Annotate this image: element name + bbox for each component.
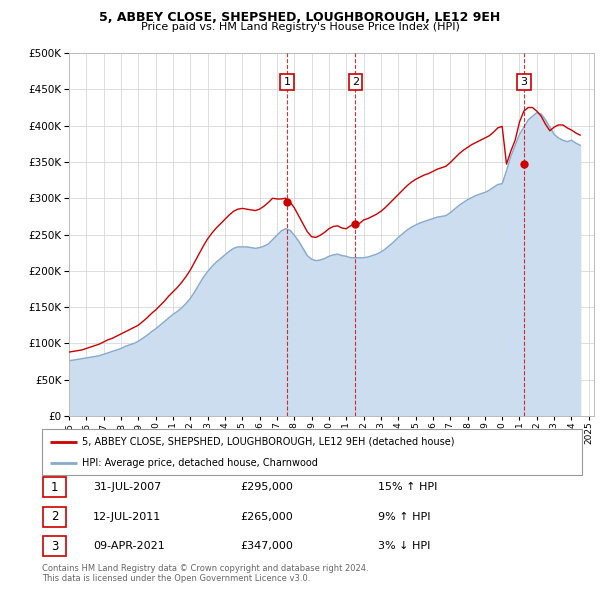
Text: £295,000: £295,000 — [240, 483, 293, 492]
Text: HPI: Average price, detached house, Charnwood: HPI: Average price, detached house, Char… — [83, 458, 319, 468]
FancyBboxPatch shape — [43, 536, 66, 556]
Text: 1: 1 — [283, 77, 290, 87]
Text: 15% ↑ HPI: 15% ↑ HPI — [378, 483, 437, 492]
Text: 3: 3 — [51, 540, 58, 553]
FancyBboxPatch shape — [43, 477, 66, 497]
Text: 31-JUL-2007: 31-JUL-2007 — [93, 483, 161, 492]
Text: 09-APR-2021: 09-APR-2021 — [93, 542, 165, 551]
Text: 9% ↑ HPI: 9% ↑ HPI — [378, 512, 431, 522]
Text: 3% ↓ HPI: 3% ↓ HPI — [378, 542, 430, 551]
Text: Contains HM Land Registry data © Crown copyright and database right 2024.
This d: Contains HM Land Registry data © Crown c… — [42, 563, 368, 583]
Text: 12-JUL-2011: 12-JUL-2011 — [93, 512, 161, 522]
Text: 2: 2 — [51, 510, 58, 523]
Text: Price paid vs. HM Land Registry's House Price Index (HPI): Price paid vs. HM Land Registry's House … — [140, 22, 460, 32]
Text: 2: 2 — [352, 77, 359, 87]
FancyBboxPatch shape — [42, 429, 582, 475]
Text: 5, ABBEY CLOSE, SHEPSHED, LOUGHBOROUGH, LE12 9EH: 5, ABBEY CLOSE, SHEPSHED, LOUGHBOROUGH, … — [100, 11, 500, 24]
Text: 1: 1 — [51, 481, 58, 494]
FancyBboxPatch shape — [43, 507, 66, 527]
Text: £347,000: £347,000 — [240, 542, 293, 551]
Text: 5, ABBEY CLOSE, SHEPSHED, LOUGHBOROUGH, LE12 9EH (detached house): 5, ABBEY CLOSE, SHEPSHED, LOUGHBOROUGH, … — [83, 437, 455, 447]
Text: 3: 3 — [521, 77, 527, 87]
Text: £265,000: £265,000 — [240, 512, 293, 522]
